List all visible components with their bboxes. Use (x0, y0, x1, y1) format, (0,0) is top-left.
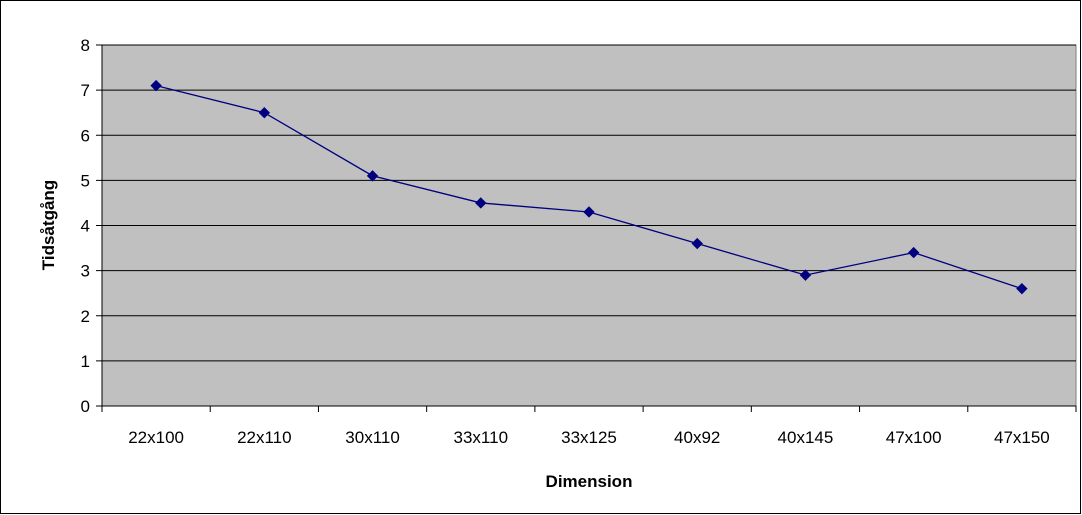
x-tick-label: 22x110 (237, 428, 292, 447)
x-tick-label: 47x150 (994, 428, 1050, 447)
axes (96, 44, 1077, 412)
series-layer (150, 79, 1028, 295)
data-point-marker (366, 170, 379, 182)
y-tick-label: 0 (81, 397, 90, 416)
gridlines (102, 44, 1076, 362)
y-tick-label: 1 (81, 352, 90, 371)
x-tick-label: 40x145 (778, 428, 834, 447)
data-point-marker (691, 237, 703, 250)
x-tick-label: 22x100 (128, 428, 184, 447)
data-point-marker (799, 269, 812, 281)
y-tick-label: 2 (81, 307, 90, 326)
x-tick-label: 47x100 (886, 428, 942, 447)
data-point-marker (475, 197, 487, 209)
data-point-marker (583, 206, 595, 218)
x-tick-labels: 22x100 22x110 30x110 33x110 33x125 40x92 40x14… (128, 428, 1050, 447)
x-tick-label: 33x110 (454, 428, 509, 447)
x-tick-label: 33x125 (561, 428, 617, 447)
y-tick-label: 5 (81, 171, 90, 190)
x-axis-title: Dimension (546, 472, 633, 491)
y-tick-label: 4 (81, 217, 90, 236)
y-tick-label: 6 (81, 126, 90, 145)
y-tick-label: 7 (81, 81, 90, 100)
y-tick-label: 8 (81, 36, 90, 55)
y-tick-labels: 0 1 2 3 4 5 6 7 8 (81, 36, 90, 416)
y-tick-label: 3 (81, 262, 90, 281)
data-point-marker (907, 246, 920, 259)
data-point-marker (150, 79, 162, 92)
x-tick-label: 40x92 (674, 428, 720, 447)
x-tick-label: 30x110 (345, 428, 400, 447)
y-axis-title: Tidsåtgång (39, 180, 58, 270)
data-point-marker (1016, 282, 1028, 295)
data-point-marker (258, 106, 271, 119)
